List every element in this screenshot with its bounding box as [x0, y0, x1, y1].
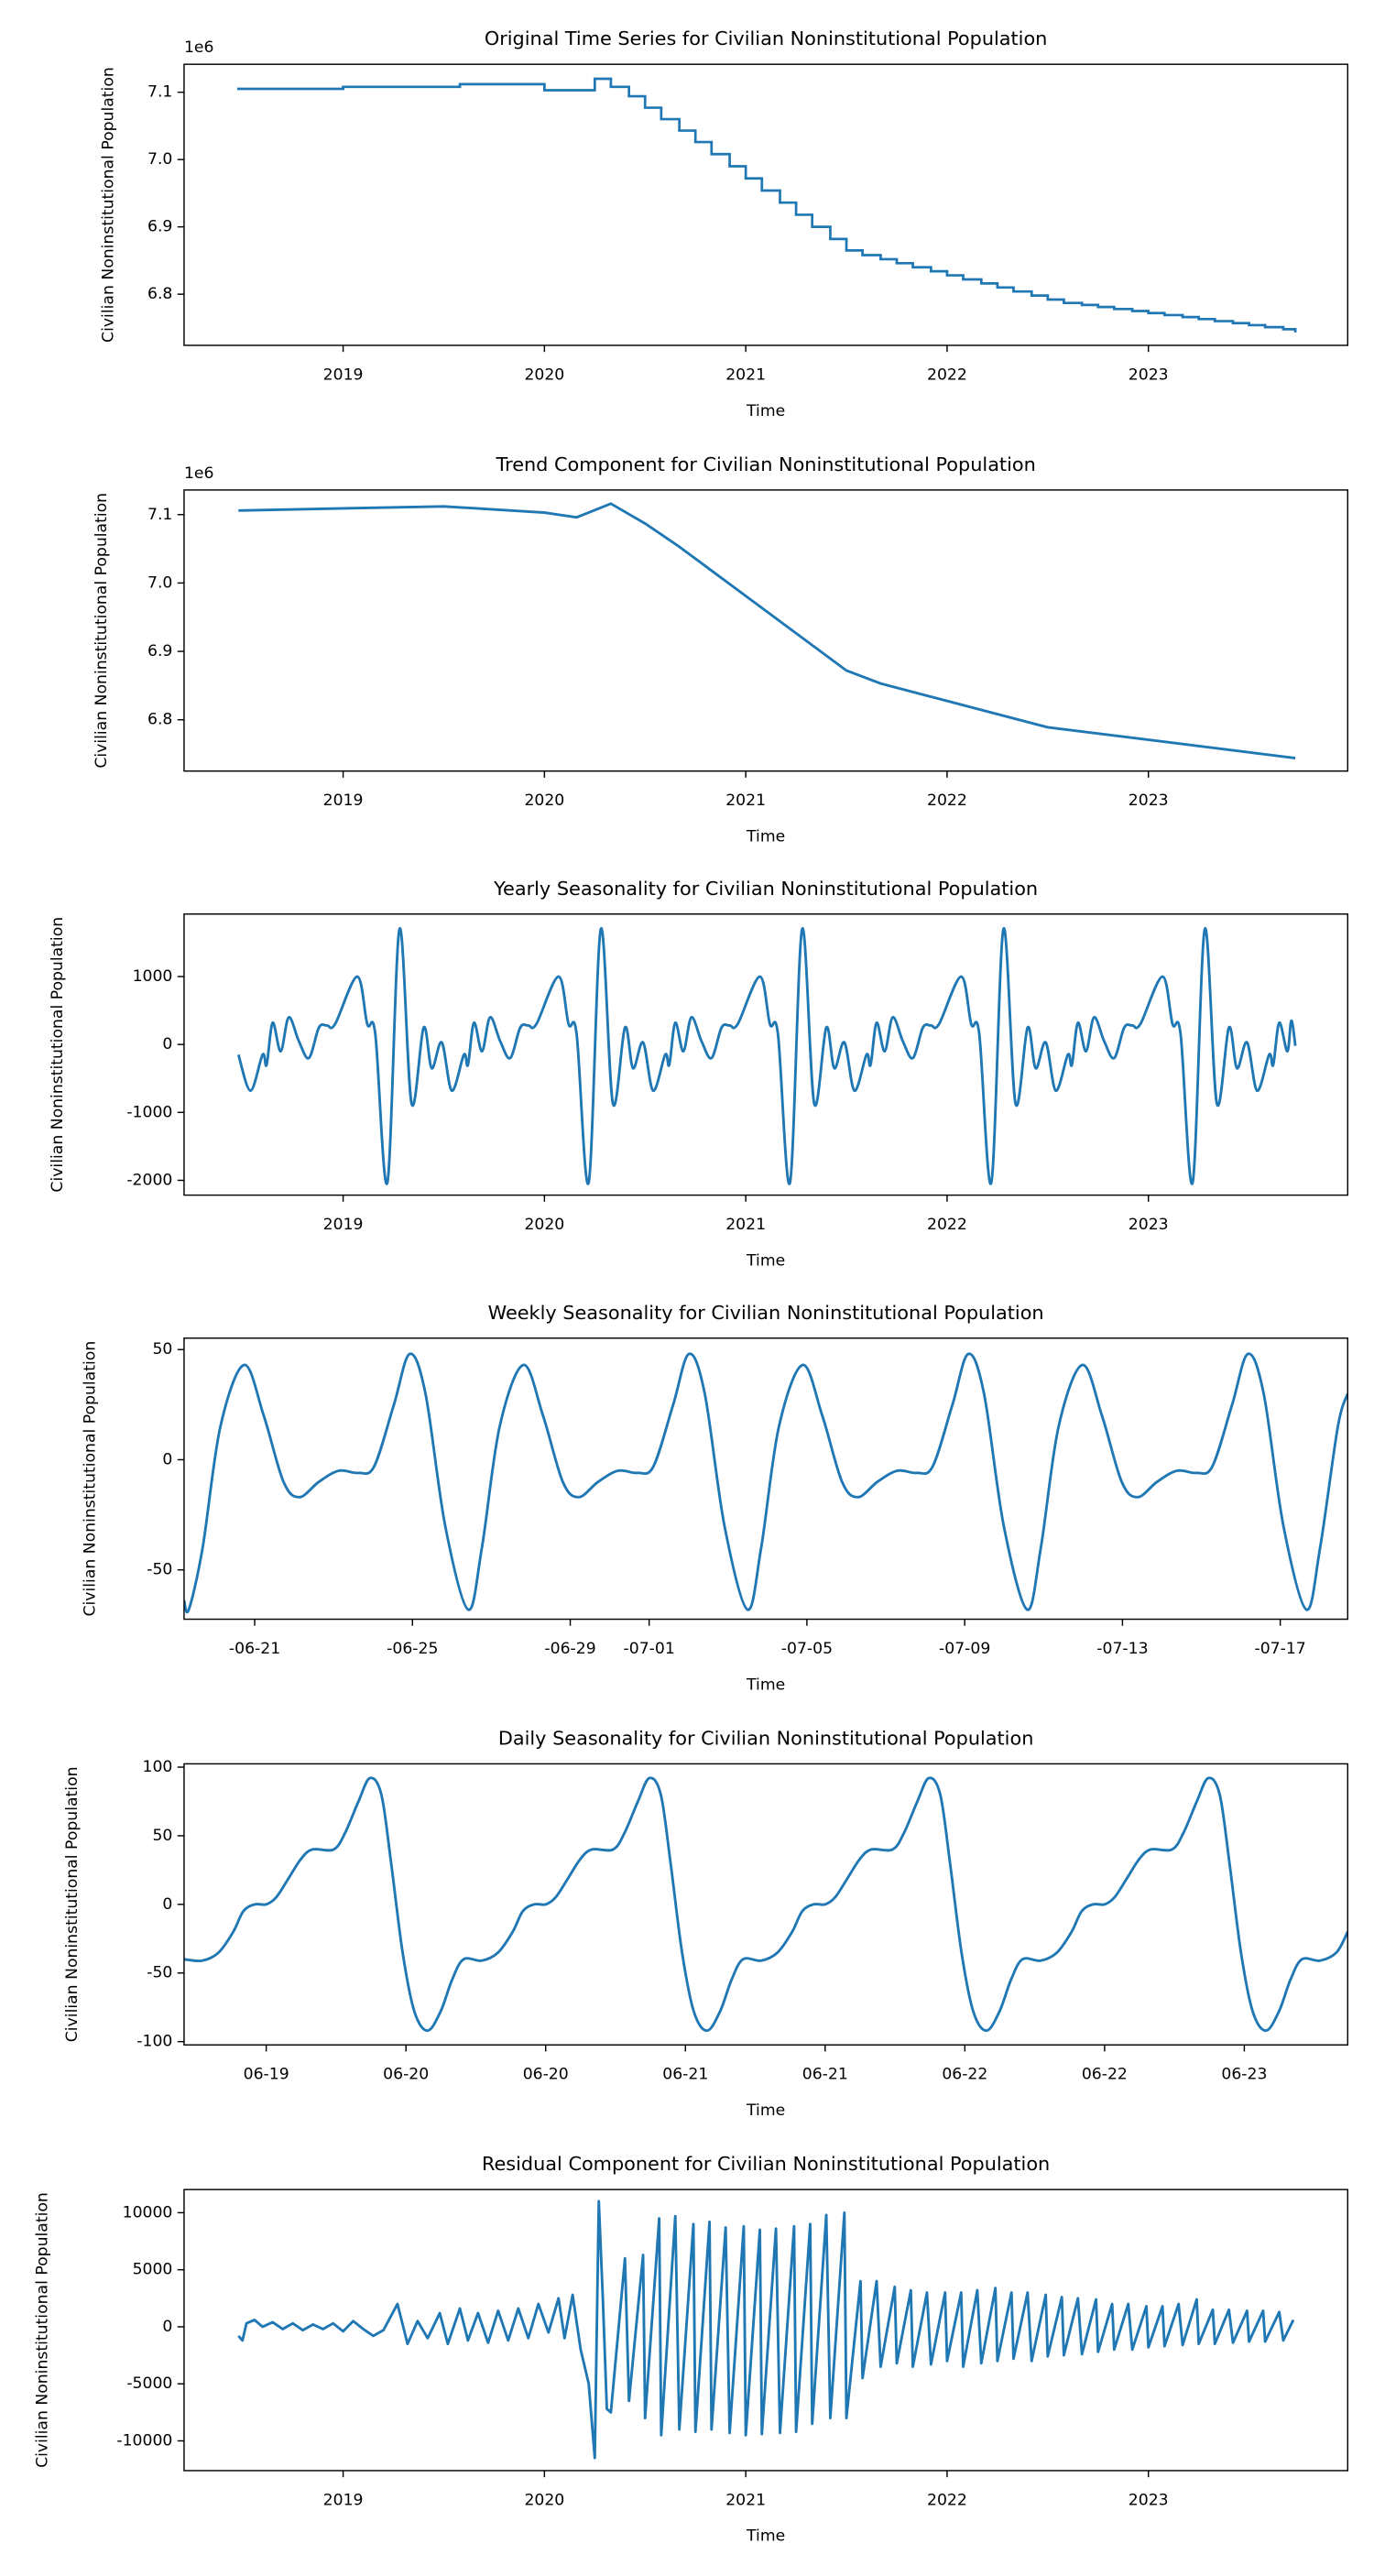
x-tick-label: 06-21	[662, 2066, 708, 2084]
y-tick-label: 5000	[133, 2261, 173, 2279]
x-tick-label: -06-21	[229, 1640, 280, 1658]
x-tick-label: -07-09	[939, 1640, 990, 1658]
y-tick-label: 7.0	[147, 573, 172, 592]
y-tick-label: 6.9	[147, 642, 172, 660]
y-axis-label: Civilian Noninstitutional Population	[34, 2192, 52, 2468]
offset-label: 1e6	[184, 464, 214, 483]
x-tick-label: 06-20	[383, 2066, 429, 2084]
y-tick-label: 6.8	[147, 711, 172, 729]
x-tick-label: 2020	[524, 1216, 564, 1234]
y-tick-label: 1000	[133, 967, 173, 986]
chart-title: Yearly Seasonality for Civilian Noninsti…	[493, 878, 1038, 900]
y-axis-label: Civilian Noninstitutional Population	[82, 1341, 100, 1617]
y-tick-label: 7.1	[147, 83, 172, 102]
x-tick-label: 2021	[725, 1216, 766, 1234]
y-tick-label: 10000	[123, 2203, 173, 2221]
y-tick-label: -2000	[126, 1171, 172, 1189]
y-tick-label: 0	[162, 1035, 172, 1053]
y-tick-label: -1000	[126, 1103, 172, 1121]
y-tick-label: 7.0	[147, 150, 172, 169]
x-tick-label: 2019	[323, 2491, 364, 2509]
y-axis-label: Civilian Noninstitutional Population	[99, 67, 117, 343]
x-tick-label: 2020	[524, 2491, 564, 2509]
x-tick-label: 2019	[323, 366, 364, 384]
offset-label: 1e6	[184, 38, 214, 57]
data-line	[238, 502, 1296, 759]
x-tick-label: 2023	[1129, 791, 1169, 810]
x-tick-label: 2023	[1129, 366, 1169, 384]
x-axis-label: Time	[746, 1251, 785, 1270]
y-axis-label: Civilian Noninstitutional Population	[63, 1766, 82, 2042]
y-tick-label: 6.9	[147, 218, 172, 236]
x-tick-label: 2022	[927, 2491, 967, 2509]
y-tick-label: -50	[147, 1561, 172, 1579]
x-axis-label: Time	[746, 402, 785, 420]
y-axis-label: Civilian Noninstitutional Population	[93, 493, 111, 769]
x-tick-label: 2021	[725, 791, 766, 810]
x-tick-label: -07-13	[1096, 1640, 1148, 1658]
x-axis-label: Time	[746, 2101, 785, 2120]
x-tick-label: -07-01	[624, 1640, 675, 1658]
x-tick-label: 06-21	[802, 2066, 848, 2084]
x-tick-label: -06-25	[387, 1640, 438, 1658]
y-tick-label: 50	[152, 1340, 172, 1359]
y-tick-label: 0	[162, 1895, 172, 1914]
chart-title: Original Time Series for Civilian Nonins…	[485, 27, 1048, 49]
x-tick-label: 06-19	[244, 2066, 289, 2084]
y-tick-label: -5000	[126, 2374, 172, 2393]
data-line	[237, 2199, 1295, 2460]
x-tick-label: 2023	[1129, 2491, 1169, 2509]
axes-frame	[183, 1337, 1349, 1621]
x-tick-label: 2020	[524, 366, 564, 384]
x-tick-label: 2021	[725, 2491, 766, 2509]
x-tick-label: 06-22	[1082, 2066, 1128, 2084]
axes-frame	[183, 489, 1349, 772]
y-tick-label: -50	[147, 1964, 172, 1982]
y-axis-label: Civilian Noninstitutional Population	[49, 917, 67, 1193]
axes-frame	[183, 1763, 1349, 2046]
y-tick-label: 0	[162, 1450, 172, 1468]
axes-frame	[183, 913, 1349, 1196]
y-tick-label: -10000	[116, 2431, 172, 2450]
y-tick-label: -100	[136, 2033, 172, 2051]
x-tick-label: 2019	[323, 1216, 364, 1234]
chart-title: Weekly Seasonality for Civilian Noninsti…	[488, 1302, 1044, 1324]
axes-frame	[183, 2189, 1349, 2472]
y-tick-label: 6.8	[147, 285, 172, 303]
x-tick-label: 06-23	[1221, 2066, 1267, 2084]
data-line	[236, 927, 1297, 1185]
x-tick-label: 06-20	[523, 2066, 569, 2084]
x-tick-label: 2022	[927, 791, 967, 810]
axes-frame	[183, 63, 1349, 346]
chart-title: Daily Seasonality for Civilian Noninstit…	[498, 1728, 1034, 1750]
x-tick-label: 2023	[1129, 1216, 1169, 1234]
x-tick-label: -06-29	[544, 1640, 595, 1658]
x-tick-label: 06-22	[942, 2066, 987, 2084]
x-axis-label: Time	[746, 2527, 785, 2546]
x-tick-label: 2021	[725, 366, 766, 384]
x-tick-label: 2020	[524, 791, 564, 810]
x-tick-label: -07-17	[1255, 1640, 1306, 1658]
x-tick-label: 2022	[927, 1216, 967, 1234]
y-tick-label: 7.1	[147, 506, 172, 524]
data-line	[183, 1352, 1348, 1614]
x-axis-label: Time	[746, 1675, 785, 1694]
data-line	[183, 1776, 1348, 2033]
x-axis-label: Time	[746, 827, 785, 846]
x-tick-label: 2022	[927, 366, 967, 384]
y-tick-label: 100	[143, 1758, 173, 1776]
y-tick-label: 0	[162, 2318, 172, 2336]
x-tick-label: -07-05	[781, 1640, 833, 1658]
y-tick-label: 50	[152, 1827, 172, 1845]
chart-title: Trend Component for Civilian Noninstitut…	[495, 453, 1035, 475]
x-tick-label: 2019	[323, 791, 364, 810]
chart-title: Residual Component for Civilian Noninsti…	[482, 2153, 1050, 2175]
